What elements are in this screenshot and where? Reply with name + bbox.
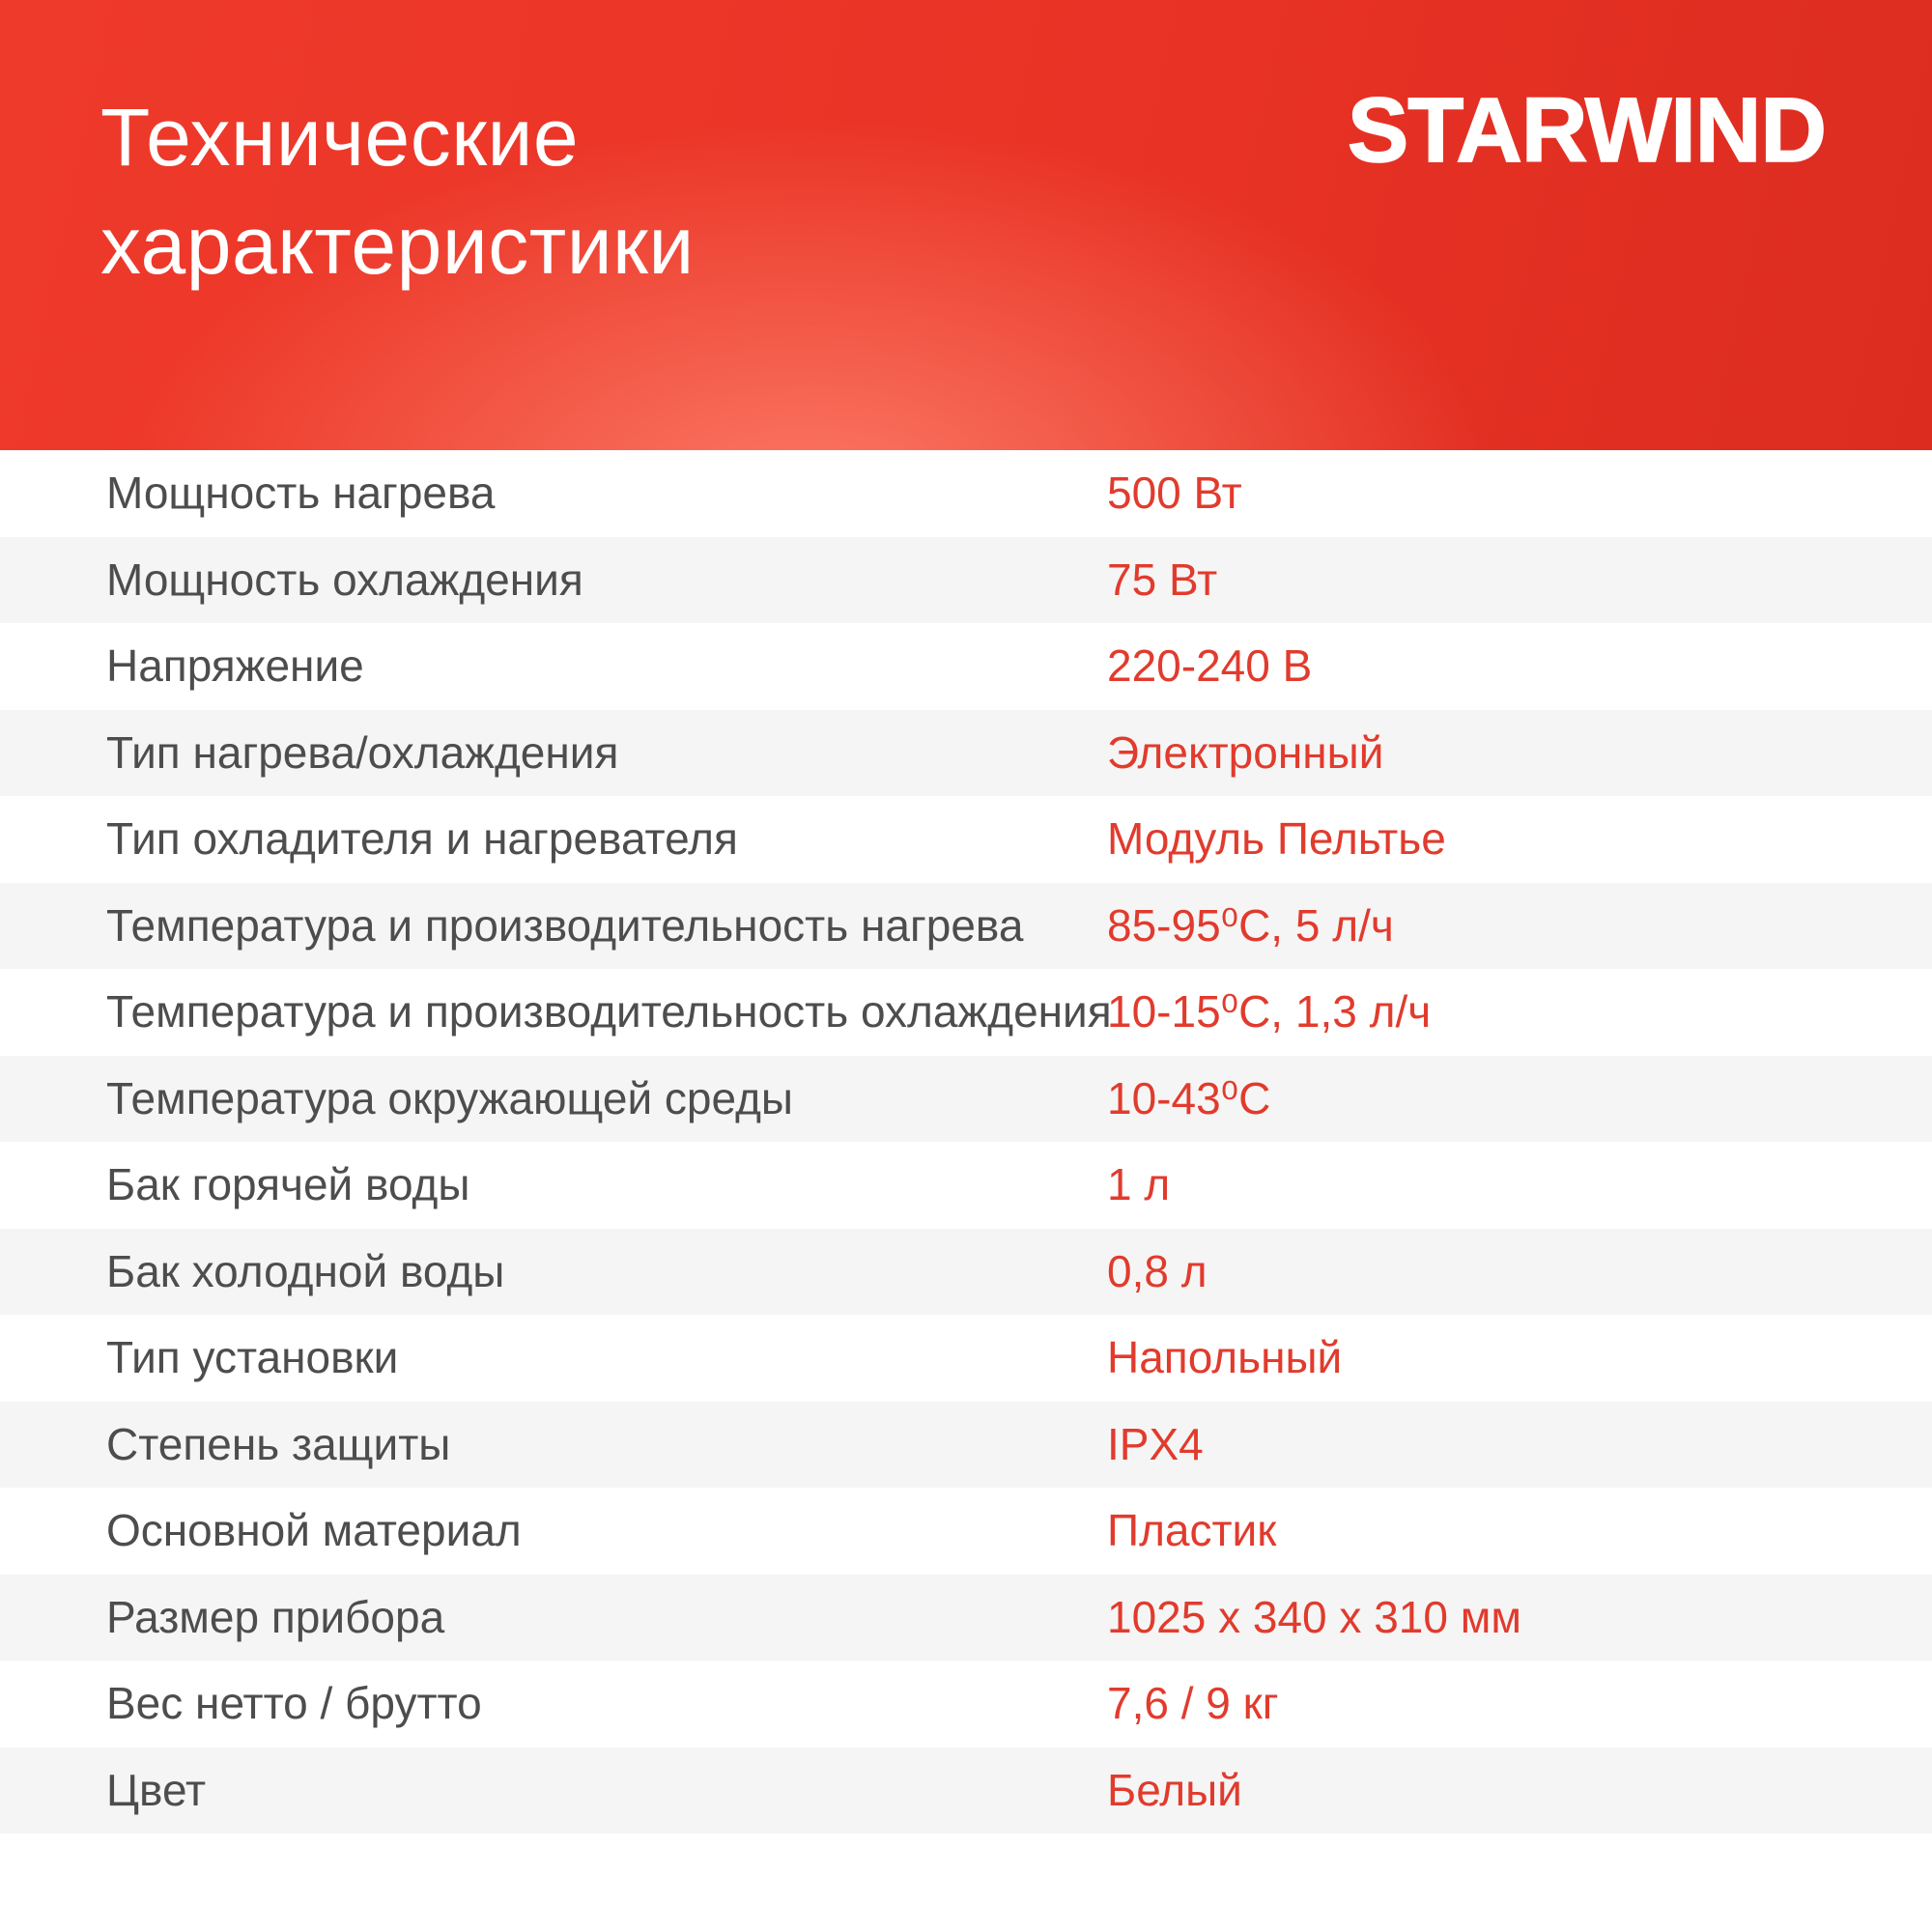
spec-label: Температура окружающей среды — [106, 1072, 793, 1123]
spec-value: 7,6 / 9 кг — [1107, 1678, 1279, 1729]
spec-label: Степень защиты — [106, 1418, 451, 1469]
spec-value: 220-240 В — [1107, 640, 1313, 692]
spec-value: IPX4 — [1107, 1418, 1204, 1469]
page-title: Технические характеристики — [100, 92, 695, 291]
spec-value: 10-43⁰С — [1107, 1072, 1271, 1123]
spec-value: 75 Вт — [1107, 554, 1218, 605]
table-row: Бак горячей воды 1 л — [0, 1142, 1932, 1229]
spec-value: Напольный — [1107, 1332, 1343, 1383]
spec-value: 1 л — [1107, 1159, 1171, 1210]
spec-value: 500 Вт — [1107, 468, 1242, 519]
spec-value: 0,8 л — [1107, 1245, 1208, 1296]
spec-label: Основной материал — [106, 1505, 522, 1556]
spec-label: Мощность нагрева — [106, 468, 496, 519]
header-banner: Технические характеристики STARWIND — [0, 0, 1932, 450]
spec-label: Цвет — [106, 1764, 207, 1815]
spec-label: Размер прибора — [106, 1591, 445, 1642]
table-row: Степень защиты IPX4 — [0, 1401, 1932, 1488]
table-row: Температура и производительность охлажде… — [0, 969, 1932, 1056]
spec-label: Температура и производительность охлажде… — [106, 986, 1112, 1037]
spec-label: Вес нетто / брутто — [106, 1678, 482, 1729]
table-row: Размер прибора 1025 x 340 x 310 мм — [0, 1574, 1932, 1661]
table-row: Напряжение 220-240 В — [0, 623, 1932, 710]
spec-value: 85-95⁰С, 5 л/ч — [1107, 899, 1394, 951]
spec-label: Мощность охлаждения — [106, 554, 583, 605]
table-row: Температура окружающей среды 10-43⁰С — [0, 1055, 1932, 1142]
brand-logo: STARWIND — [1347, 79, 1828, 182]
table-row: Мощность охлаждения 75 Вт — [0, 536, 1932, 623]
table-row: Тип охладителя и нагревателя Модуль Пель… — [0, 796, 1932, 883]
table-row: Основной материал Пластик — [0, 1488, 1932, 1575]
spec-value: Электронный — [1107, 726, 1384, 778]
spec-value: 10-15⁰С, 1,3 л/ч — [1107, 986, 1432, 1037]
spec-label: Температура и производительность нагрева — [106, 899, 1024, 951]
spec-value: Пластик — [1107, 1505, 1277, 1556]
spec-value: 1025 x 340 x 310 мм — [1107, 1591, 1521, 1642]
spec-label: Бак холодной воды — [106, 1245, 505, 1296]
table-row: Цвет Белый — [0, 1747, 1932, 1833]
table-row: Мощность нагрева 500 Вт — [0, 450, 1932, 537]
spec-label: Бак горячей воды — [106, 1159, 470, 1210]
spec-label: Тип установки — [106, 1332, 399, 1383]
table-row: Температура и производительность нагрева… — [0, 882, 1932, 969]
spec-table: Мощность нагрева 500 Вт Мощность охлажде… — [0, 450, 1932, 1833]
spec-label: Тип нагрева/охлаждения — [106, 726, 619, 778]
table-row: Вес нетто / брутто 7,6 / 9 кг — [0, 1661, 1932, 1747]
table-row: Тип нагрева/охлаждения Электронный — [0, 709, 1932, 796]
table-row: Бак холодной воды 0,8 л — [0, 1228, 1932, 1315]
spec-value: Модуль Пельтье — [1107, 813, 1446, 865]
spec-label: Тип охладителя и нагревателя — [106, 813, 738, 865]
table-row: Тип установки Напольный — [0, 1315, 1932, 1402]
spec-label: Напряжение — [106, 640, 364, 692]
spec-value: Белый — [1107, 1764, 1242, 1815]
